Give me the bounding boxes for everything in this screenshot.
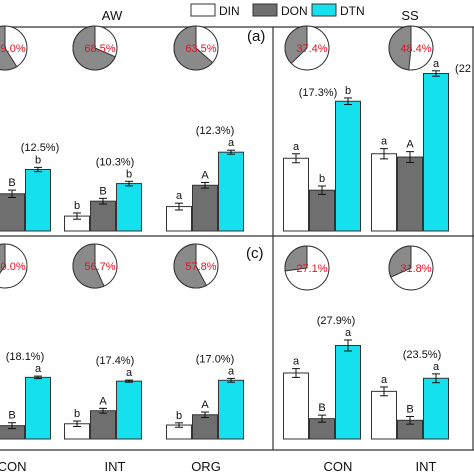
significance-letter: a xyxy=(228,137,235,149)
x-tick-label: CON xyxy=(324,459,353,474)
pie-slice xyxy=(284,245,308,272)
significance-letter: A xyxy=(201,399,209,411)
significance-letter: a xyxy=(293,141,300,153)
significance-letter: B xyxy=(318,402,325,414)
significance-letter: A xyxy=(201,169,209,181)
bar-din xyxy=(166,206,192,232)
pie-slice xyxy=(388,25,412,71)
bar-don xyxy=(90,200,116,232)
significance-letter: a xyxy=(176,190,183,202)
significance-letter: a xyxy=(126,367,133,379)
bar-din xyxy=(283,372,309,440)
significance-letter: a xyxy=(381,136,388,148)
pie-slice xyxy=(173,25,214,71)
bar-dtn xyxy=(218,379,244,440)
bar-don xyxy=(309,189,335,232)
dtn-ratio-label: (27.9%) xyxy=(317,315,356,327)
significance-letter: b xyxy=(176,410,182,422)
ss-header: SS xyxy=(401,8,419,23)
bar-dtn xyxy=(335,100,361,232)
significance-letter: A xyxy=(406,139,414,151)
aw-header: AW xyxy=(102,8,123,23)
dtn-ratio-label: (17.4%) xyxy=(96,355,135,367)
bar-don xyxy=(0,193,25,232)
pie-percent-label: 37.4% xyxy=(296,43,327,55)
panel-label-c: (c) xyxy=(246,245,264,262)
significance-letter: a xyxy=(35,363,42,375)
pie-percent-label: 59.0% xyxy=(0,43,26,55)
significance-letter: a xyxy=(293,356,300,368)
pie-slice xyxy=(173,243,208,289)
pie-percent-label: 56.7% xyxy=(84,261,115,273)
legend-swatch-dtn xyxy=(311,3,337,17)
significance-letter: b xyxy=(345,85,351,97)
pie-slice xyxy=(284,25,308,65)
bar-din xyxy=(371,390,397,440)
x-tick-label: INT xyxy=(416,459,437,474)
significance-letter: a xyxy=(433,58,440,70)
significance-letter: b xyxy=(126,168,132,180)
dtn-ratio-label: (18.1%) xyxy=(6,351,45,363)
legend-label-din: DIN xyxy=(219,4,240,18)
bar-dtn xyxy=(218,151,244,232)
legend-label-dtn: DTN xyxy=(340,4,365,18)
legend-swatch-don xyxy=(252,3,278,17)
significance-letter: B xyxy=(99,185,106,197)
bar-dtn xyxy=(25,169,51,232)
dtn-ratio-label: (23.5%) xyxy=(403,349,442,361)
bar-don xyxy=(397,156,423,232)
dtn-ratio-label: (22 xyxy=(455,63,471,75)
significance-letter: B xyxy=(8,177,15,189)
pie-percent-label: 31.8% xyxy=(400,263,431,275)
legend-label-don: DON xyxy=(281,4,308,18)
panel-label-a: (a) xyxy=(247,28,265,45)
pie-percent-label: 27.1% xyxy=(296,263,327,275)
significance-letter: a xyxy=(381,374,388,386)
bar-don xyxy=(90,410,116,440)
significance-letter: b xyxy=(74,408,80,420)
bar-dtn xyxy=(116,380,142,440)
pie-percent-label: 40.0% xyxy=(0,261,26,273)
significance-letter: B xyxy=(8,410,15,422)
significance-letter: b xyxy=(319,173,325,185)
dtn-ratio-label: (12.5%) xyxy=(21,142,60,154)
x-tick-label: ORG xyxy=(191,459,221,474)
legend: DIN DON DTN xyxy=(190,3,365,18)
dtn-ratio-label: (17.0%) xyxy=(196,353,235,365)
pie-percent-label: 57.8% xyxy=(185,261,216,273)
bar-din xyxy=(371,153,397,232)
pie-percent-label: 68.5% xyxy=(84,43,115,55)
pie-slice xyxy=(0,243,6,274)
dtn-ratio-label: (10.3%) xyxy=(96,156,135,168)
chart-panels: 59.0%68.5%63.5%Bb(12.5%)bBb(10.3%)aAa(12… xyxy=(0,25,471,440)
dtn-ratio-label: (12.3%) xyxy=(196,125,235,137)
bar-don xyxy=(192,184,218,232)
pie-slice xyxy=(388,245,412,278)
pie-slice xyxy=(0,25,18,71)
pie-percent-label: 48.4% xyxy=(400,43,431,55)
x-tick-label: CON xyxy=(0,459,26,474)
significance-letter: A xyxy=(99,395,107,407)
bar-dtn xyxy=(25,376,51,440)
legend-swatch-din xyxy=(190,3,216,17)
significance-letter: a xyxy=(228,365,235,377)
bar-dtn xyxy=(423,73,449,232)
bar-din xyxy=(283,157,309,232)
bar-dtn xyxy=(335,345,361,440)
bar-dtn xyxy=(116,183,142,232)
pie-percent-label: 63.5% xyxy=(185,43,216,55)
significance-letter: B xyxy=(406,403,413,415)
dtn-ratio-label: (17.3%) xyxy=(299,87,338,99)
significance-letter: b xyxy=(74,200,80,212)
pie-slice xyxy=(72,243,105,289)
bar-dtn xyxy=(423,377,449,440)
significance-letter: a xyxy=(433,361,440,373)
bar-don xyxy=(192,414,218,440)
x-tick-label: INT xyxy=(105,459,126,474)
significance-letter: a xyxy=(345,327,352,339)
pie-slice xyxy=(72,25,116,71)
significance-letter: b xyxy=(35,154,41,166)
